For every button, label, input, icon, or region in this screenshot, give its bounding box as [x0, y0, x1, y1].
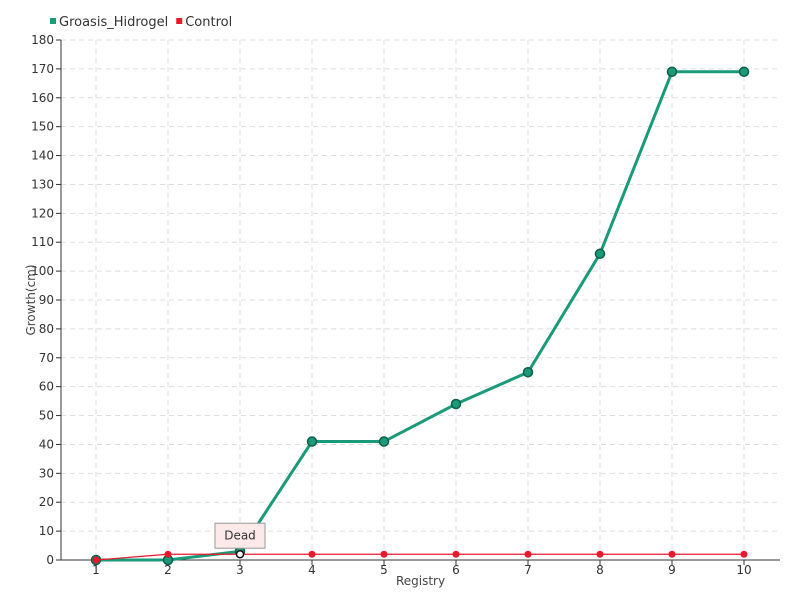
- y-tick-label: 90: [39, 293, 54, 307]
- y-tick-label: 0: [46, 553, 54, 567]
- data-point: [524, 550, 532, 558]
- y-tick-label: 70: [39, 351, 54, 365]
- y-tick-label: 160: [31, 91, 54, 105]
- highlighted-point: [235, 549, 245, 559]
- data-tooltip: Dead: [214, 522, 266, 549]
- legend-label: Groasis_Hidrogel: [59, 15, 168, 30]
- y-tick-label: 30: [39, 466, 54, 480]
- y-tick-label: 100: [31, 264, 54, 278]
- x-tick-label: 7: [524, 563, 532, 577]
- data-point: [668, 550, 676, 558]
- y-axis-title: Growth(cm): [24, 264, 38, 335]
- series-layer: [90, 66, 750, 566]
- series-groasis-hidrogel: [90, 66, 750, 566]
- y-tick-label: 20: [39, 495, 54, 509]
- data-point: [596, 550, 604, 558]
- x-tick-label: 1: [92, 563, 100, 577]
- y-tick-label: 50: [39, 409, 54, 423]
- data-point: [452, 550, 460, 558]
- x-tick-label: 3: [236, 563, 244, 577]
- legend-item[interactable]: Groasis_Hidrogel: [50, 15, 168, 30]
- x-tick-label: 6: [452, 563, 460, 577]
- data-point: [666, 66, 678, 78]
- x-axis-ticks: 1 2 3 4 5 6 7 8 9 10: [92, 560, 752, 577]
- x-tick-label: 8: [596, 563, 604, 577]
- y-tick-label: 40: [39, 437, 54, 451]
- tooltip-box: [214, 522, 266, 549]
- data-point: [740, 550, 748, 558]
- x-axis-title: Registry: [396, 574, 445, 588]
- data-point: [380, 550, 388, 558]
- legend-swatch: [176, 18, 183, 24]
- x-tick-label: 10: [736, 563, 751, 577]
- x-tick-label: 5: [380, 563, 388, 577]
- y-tick-label: 140: [31, 149, 54, 163]
- legend-swatch: [50, 18, 56, 24]
- data-point: [450, 398, 462, 410]
- data-point: [594, 248, 606, 260]
- data-point: [308, 550, 316, 558]
- y-tick-label: 180: [31, 33, 54, 47]
- data-point: [378, 436, 390, 447]
- data-point: [738, 66, 750, 78]
- y-tick-label: 110: [31, 235, 54, 249]
- y-tick-label: 150: [31, 120, 54, 134]
- data-point: [92, 556, 100, 564]
- y-tick-label: 120: [31, 206, 54, 220]
- data-point: [522, 366, 534, 378]
- y-tick-label: 130: [31, 177, 54, 191]
- x-tick-label: 9: [668, 563, 676, 577]
- series-line: [95, 553, 744, 561]
- tooltip-label: Dead: [224, 529, 256, 543]
- legend[interactable]: Groasis_Hidrogel Control: [50, 15, 232, 30]
- series-line: [96, 70, 744, 562]
- legend-item[interactable]: Control: [176, 15, 232, 30]
- y-tick-label: 80: [39, 322, 54, 336]
- data-point: [164, 550, 172, 558]
- x-tick-label: 4: [308, 563, 316, 577]
- grid-lines: [61, 39, 780, 560]
- y-tick-label: 10: [39, 524, 54, 538]
- x-tick-label: 2: [164, 563, 172, 577]
- y-axis-ticks: 0 10 20 30 40 50 60 70 80 90 100 110 120 130 140 150 160…: [31, 33, 61, 567]
- series-control: [92, 550, 748, 564]
- y-tick-label: 170: [31, 62, 54, 76]
- legend-label: Control: [185, 15, 232, 30]
- y-tick-label: 60: [39, 380, 54, 394]
- data-point: [306, 436, 318, 447]
